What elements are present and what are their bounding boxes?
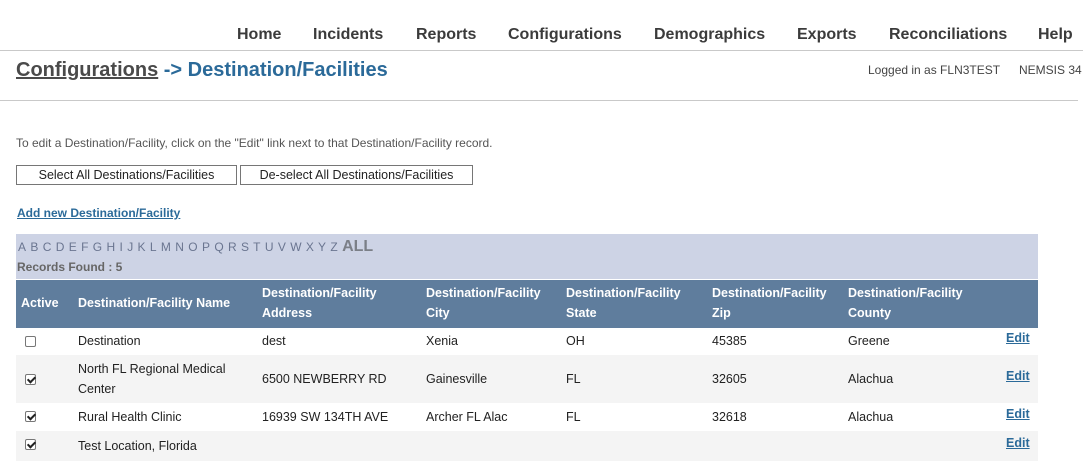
letter-filter-j[interactable]: J <box>127 240 134 254</box>
select-all-button[interactable]: Select All Destinations/Facilities <box>16 165 237 185</box>
table-row: Rural Health Clinic 16939 SW 134TH AVE A… <box>16 403 1038 431</box>
facility-name: North FL Regional Medical Center <box>78 362 226 396</box>
facility-city: Xenia <box>426 334 458 348</box>
header-active: Active <box>21 296 59 310</box>
letter-filter-i[interactable]: I <box>119 240 123 254</box>
facility-county: Alachua <box>848 372 894 386</box>
login-info: Logged in as FLN3TEST <box>868 63 1001 77</box>
edit-instructions: To edit a Destination/Facility, click on… <box>16 136 493 150</box>
letter-filter-u[interactable]: U <box>264 240 274 254</box>
edit-link[interactable]: Edit <box>1006 407 1030 421</box>
facility-state: OH <box>566 334 585 348</box>
facility-name: Test Location, Florida <box>78 439 197 453</box>
table-row: Destination dest Xenia OH 45385 Greene E… <box>16 328 1038 355</box>
nav-reports[interactable]: Reports <box>416 26 477 43</box>
filter-panel: A B C D E F G H I J K L M N O P Q R S T … <box>16 234 1038 279</box>
letter-filter-a[interactable]: A <box>18 240 27 254</box>
letter-filter-all[interactable]: ALL <box>342 238 374 255</box>
header-zip: Destination/Facility Zip <box>712 286 827 320</box>
facility-city: Archer FL Alac <box>426 410 508 424</box>
facility-city: Gainesville <box>426 372 488 386</box>
header-city: Destination/Facility City <box>426 286 541 320</box>
header-name: Destination/Facility Name <box>78 296 231 310</box>
records-found: Records Found : 5 <box>17 260 122 274</box>
active-checkbox[interactable] <box>25 411 36 422</box>
letter-filter-d[interactable]: D <box>55 240 65 254</box>
table-row: Test Location, Florida Edit <box>16 431 1038 461</box>
letter-filter-v[interactable]: V <box>277 240 286 254</box>
letter-filter-n[interactable]: N <box>175 240 184 254</box>
header-county: Destination/Facility County <box>848 286 963 320</box>
edit-link[interactable]: Edit <box>1006 436 1030 450</box>
facility-address: dest <box>262 334 286 348</box>
letter-filter-k[interactable]: K <box>137 240 146 254</box>
facility-state: FL <box>566 410 581 424</box>
table-row: North FL Regional Medical Center 6500 NE… <box>16 355 1038 403</box>
records-found-label: Records Found : <box>17 260 116 274</box>
letter-filter-l[interactable]: L <box>149 240 157 254</box>
add-new-facility-link[interactable]: Add new Destination/Facility <box>17 206 181 220</box>
nav-incidents[interactable]: Incidents <box>313 26 384 43</box>
letter-filter-b[interactable]: B <box>30 240 39 254</box>
breadcrumb-separator: -> <box>158 59 188 81</box>
letter-filter-p[interactable]: P <box>201 240 210 254</box>
active-checkbox[interactable] <box>25 336 36 347</box>
facility-zip: 32618 <box>712 410 747 424</box>
nav-exports[interactable]: Exports <box>797 26 857 43</box>
letter-filter-c[interactable]: C <box>42 240 52 254</box>
facility-address: 6500 NEWBERRY RD <box>262 372 387 386</box>
records-found-count: 5 <box>115 260 123 274</box>
nav-demographics[interactable]: Demographics <box>654 26 766 43</box>
letter-filter-s[interactable]: S <box>241 240 250 254</box>
letter-filter-r[interactable]: R <box>228 240 237 254</box>
letter-filter-g[interactable]: G <box>92 240 103 254</box>
page-title: Configurations -> Destination/Facilities <box>16 59 388 82</box>
header-state: Destination/Facility State <box>566 286 681 320</box>
facility-zip: 45385 <box>712 334 747 348</box>
nav-home[interactable]: Home <box>237 26 282 43</box>
facility-county: Greene <box>848 334 890 348</box>
nav-configurations[interactable]: Configurations <box>508 26 622 43</box>
facility-state: FL <box>566 372 581 386</box>
letter-filter-e[interactable]: E <box>68 240 77 254</box>
table-header: Active Destination/Facility Name Destina… <box>16 280 1038 328</box>
top-nav: Home Incidents Reports Configurations De… <box>0 0 1083 51</box>
deselect-all-button[interactable]: De-select All Destinations/Facilities <box>240 165 473 185</box>
letter-filter-x[interactable]: X <box>305 240 314 254</box>
nav-help[interactable]: Help <box>1038 26 1073 43</box>
letter-filter-w[interactable]: W <box>290 240 302 254</box>
facility-address: 16939 SW 134TH AVE <box>262 410 389 424</box>
active-checkbox[interactable] <box>25 374 36 385</box>
nav-reconciliations[interactable]: Reconciliations <box>889 26 1008 43</box>
facility-county: Alachua <box>848 410 894 424</box>
letter-filter-m[interactable]: M <box>160 240 171 254</box>
facility-name: Rural Health Clinic <box>78 410 182 424</box>
letter-filter-z[interactable]: Z <box>330 240 338 254</box>
facility-name: Destination <box>78 334 141 348</box>
letter-filter-f[interactable]: F <box>81 240 89 254</box>
page-name: Destination/Facilities <box>187 59 388 81</box>
active-checkbox[interactable] <box>25 439 36 450</box>
title-bar: Configurations -> Destination/Facilities… <box>0 51 1082 101</box>
edit-link[interactable]: Edit <box>1006 331 1030 345</box>
letter-filter-o[interactable]: O <box>188 240 198 254</box>
breadcrumb-configurations-link[interactable]: Configurations <box>16 59 159 81</box>
letter-filter-t[interactable]: T <box>253 240 261 254</box>
edit-link[interactable]: Edit <box>1006 369 1030 383</box>
letter-filter-h[interactable]: H <box>106 240 116 254</box>
facility-zip: 32605 <box>712 372 747 386</box>
letter-filter-q[interactable]: Q <box>214 240 224 254</box>
letter-filter-y[interactable]: Y <box>318 240 327 254</box>
nemsis-version: NEMSIS 34 <box>1019 63 1082 77</box>
alphabet-filter: A B C D E F G H I J K L M N O P Q R S T … <box>18 238 373 256</box>
header-address: Destination/Facility Address <box>262 286 377 320</box>
